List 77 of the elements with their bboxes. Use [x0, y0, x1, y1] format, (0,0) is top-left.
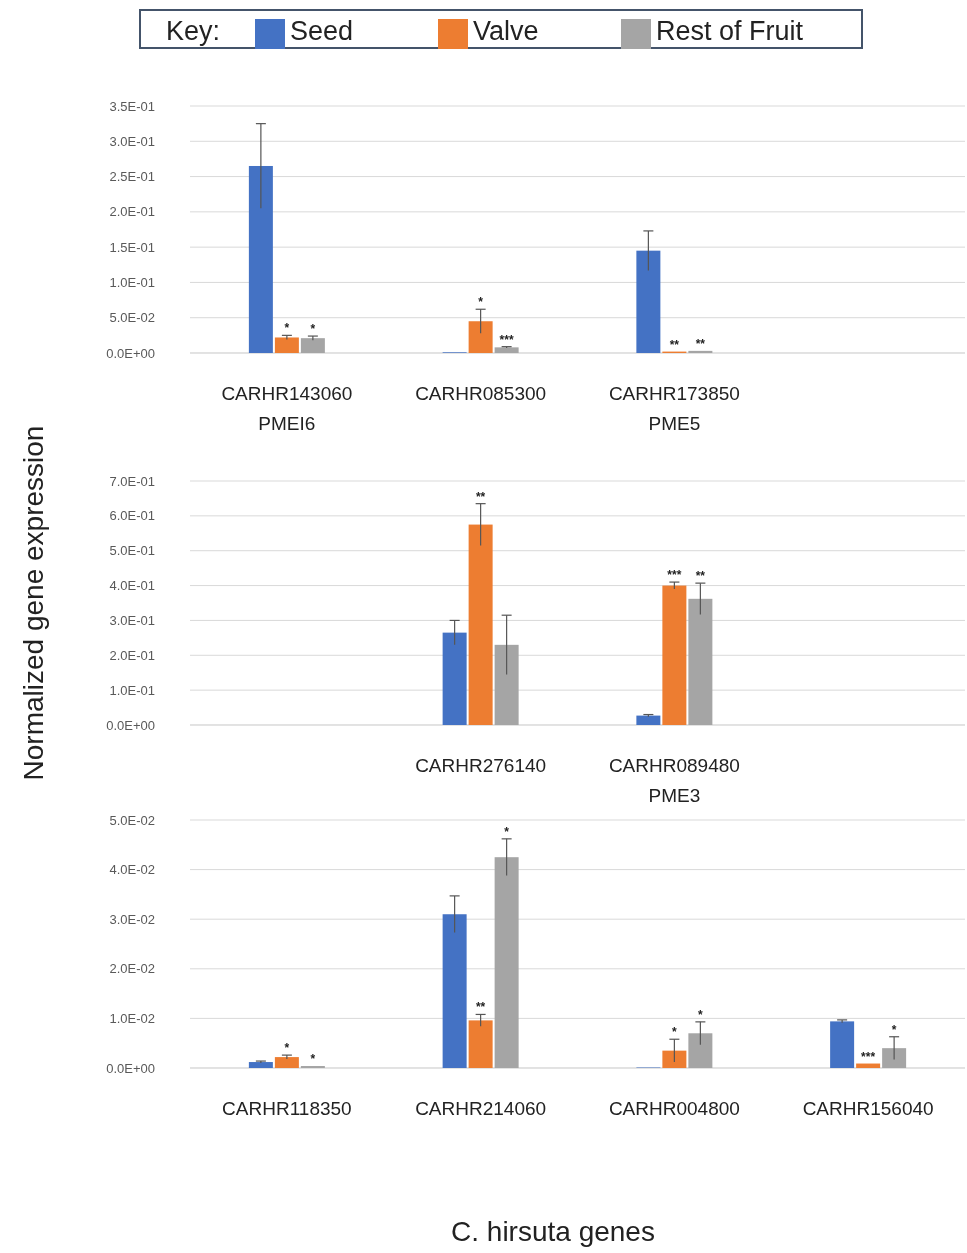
y-tick-label: 5.0E-02 [109, 310, 155, 326]
bar [882, 1048, 907, 1068]
y-tick-label: 2.5E-01 [109, 169, 155, 185]
y-tick-label: 1.5E-01 [109, 239, 155, 255]
bar [662, 1050, 687, 1068]
bar [442, 914, 467, 1068]
y-tick-label: 2.0E-01 [109, 204, 155, 220]
bar [248, 165, 273, 353]
x-tick-label: CARHR004800 [608, 1098, 740, 1119]
data-label: * [504, 824, 510, 839]
y-tick-label: 3.5E-01 [109, 98, 155, 114]
x-tick-label: CARHR085300 [415, 383, 547, 404]
bar [636, 715, 661, 725]
legend-title: Key: [166, 16, 221, 46]
bar [468, 321, 493, 353]
data-label: * [310, 1052, 316, 1067]
x-tick-label: CARHR118350 [222, 1098, 352, 1119]
y-tick-label: 4.0E-01 [109, 578, 155, 594]
data-label: * [284, 321, 290, 336]
y-tick-label: 0.0E+00 [106, 717, 155, 733]
data-label: * [284, 1041, 290, 1056]
y-tick-label: 6.0E-01 [109, 508, 155, 524]
y-tick-label: 5.0E-01 [109, 543, 155, 559]
bar [248, 1062, 273, 1068]
bar [274, 1057, 299, 1068]
data-label: *** [667, 568, 682, 583]
y-tick-label: 4.0E-02 [109, 862, 155, 878]
bar [662, 585, 687, 725]
data-label: ** [475, 489, 486, 504]
bar [274, 337, 299, 353]
x-tick-label: CARHR143060 PMEI6 [221, 383, 353, 434]
legend-label: Seed [290, 16, 354, 46]
y-tick-label: 0.0E+00 [106, 345, 155, 361]
bar [494, 857, 519, 1068]
x-tick-label: CARHR089480 PME3 [608, 755, 740, 806]
y-tick-label: 1.0E-01 [109, 682, 155, 698]
y-tick-label: 1.0E-02 [109, 1010, 155, 1026]
bar [688, 1033, 713, 1068]
y-tick-label: 3.0E-01 [109, 133, 155, 149]
data-label: * [310, 322, 316, 337]
data-label: *** [861, 1049, 876, 1064]
y-axis-title: Normalized gene expression [18, 425, 49, 781]
x-tick-label: CARHR156040 [802, 1098, 934, 1119]
y-tick-label: 1.0E-01 [109, 274, 155, 290]
data-label: ** [695, 569, 706, 584]
x-tick-label: CARHR276140 [415, 755, 547, 776]
bar [830, 1021, 855, 1068]
y-tick-label: 7.0E-01 [109, 473, 155, 489]
data-label: * [698, 1007, 704, 1022]
bar [468, 1020, 493, 1068]
bar [688, 598, 713, 725]
bar [300, 338, 325, 353]
data-label: * [891, 1022, 897, 1037]
x-tick-label: CARHR214060 [415, 1098, 547, 1119]
bar [468, 524, 493, 725]
bar [494, 347, 519, 353]
data-label: * [478, 295, 484, 310]
data-label: ** [695, 336, 706, 351]
data-label: * [672, 1025, 678, 1040]
data-label: ** [669, 337, 680, 352]
data-label: *** [499, 332, 514, 347]
y-tick-label: 3.0E-02 [109, 911, 155, 927]
y-tick-label: 3.0E-01 [109, 612, 155, 628]
legend-label: Valve [473, 16, 539, 46]
bar [442, 632, 467, 725]
x-tick-label: CARHR173850 PME5 [608, 383, 740, 434]
legend-label: Rest of Fruit [656, 16, 804, 46]
x-axis-title: C. hirsuta genes [451, 1216, 655, 1247]
y-tick-label: 0.0E+00 [106, 1060, 155, 1076]
y-tick-label: 2.0E-01 [109, 647, 155, 663]
y-tick-label: 2.0E-02 [109, 961, 155, 977]
bar [636, 250, 661, 353]
bar [688, 350, 713, 353]
data-label: ** [475, 1000, 486, 1015]
bar [856, 1063, 881, 1068]
y-tick-label: 5.0E-02 [109, 812, 155, 828]
bar [494, 644, 519, 725]
